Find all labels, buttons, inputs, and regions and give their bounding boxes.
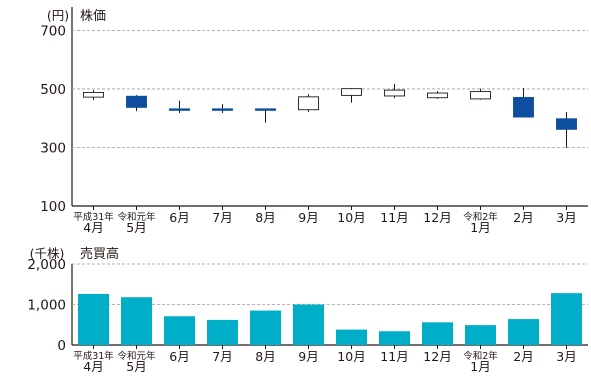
candle-body: [83, 92, 104, 98]
volume-category-label: 8月: [255, 349, 275, 364]
price-category-label: 7月: [212, 210, 232, 225]
candle-body: [212, 108, 233, 111]
candle: [427, 90, 448, 99]
volume-category-label: 10月: [337, 349, 365, 364]
candle: [513, 88, 534, 118]
volume-bar: [121, 297, 152, 345]
price-category-label: 8月: [255, 210, 275, 225]
volume-category-label: 1月: [470, 359, 490, 374]
candle-body: [126, 95, 147, 108]
candle-body: [556, 118, 577, 130]
volume-tick-label: 0: [57, 338, 66, 354]
volume-bar: [293, 304, 324, 345]
candle-body: [427, 92, 448, 99]
candle: [556, 112, 577, 149]
volume-bar: [508, 319, 539, 345]
price-category-label: 1月: [470, 220, 490, 235]
price-category-label: 10月: [337, 210, 365, 225]
price-category-label: 5月: [126, 220, 146, 235]
candle-body: [470, 91, 491, 100]
candle-body: [298, 96, 319, 111]
volume-category-label: 6月: [169, 349, 189, 364]
price-tick-label: 700: [40, 23, 66, 39]
volume-category-label: 2月: [513, 349, 533, 364]
price-tick-label: 500: [40, 82, 66, 98]
volume-bars: [78, 293, 582, 345]
volume-tick-label: 1,000: [27, 298, 66, 314]
price-category-label: 9月: [298, 210, 318, 225]
volume-category-label: 平成31年: [73, 350, 114, 362]
candle-body: [384, 89, 405, 97]
candle-body: [341, 88, 362, 96]
volume-bar: [164, 316, 195, 345]
price-category-label: 3月: [556, 210, 576, 225]
price-chart-title: 株価: [80, 9, 106, 24]
volume-category-label: 12月: [423, 349, 451, 364]
volume-category-label: 7月: [212, 349, 232, 364]
volume-bar: [336, 329, 367, 345]
volume-bar: [551, 293, 582, 345]
volume-category-label: 令和2年: [463, 350, 498, 362]
candle: [384, 83, 405, 99]
volume-grid: [72, 263, 588, 305]
volume-category-label: 令和元年: [117, 350, 156, 362]
candle-body: [255, 108, 276, 111]
candle: [126, 95, 147, 112]
volume-chart-title: 売買高: [80, 246, 119, 262]
candle: [298, 94, 319, 113]
price-category-label: 6月: [169, 210, 189, 225]
candle-body: [513, 96, 534, 118]
volume-category-label: 11月: [380, 349, 408, 364]
candle: [212, 104, 233, 113]
candle: [341, 88, 362, 103]
price-unit-label: (円): [47, 8, 69, 23]
price-category-label: 2月: [513, 210, 533, 225]
volume-unit-label: (千株): [30, 246, 65, 261]
price-category-label: 令和元年: [117, 211, 156, 223]
price-candles: [83, 83, 577, 149]
volume-bar: [207, 319, 238, 345]
candle-body: [169, 108, 190, 111]
volume-y-ticks: 0 1,000 2,000: [27, 257, 66, 354]
volume-category-label: 3月: [556, 349, 576, 364]
price-category-label: 令和2年: [463, 211, 498, 223]
candle: [169, 100, 190, 113]
volume-bar: [422, 322, 453, 345]
price-category-label: 11月: [380, 210, 408, 225]
volume-category-label: 5月: [126, 359, 146, 374]
price-category-label: 12月: [423, 210, 451, 225]
price-y-ticks: 100 300 500 700: [40, 23, 66, 215]
candle: [83, 90, 104, 101]
price-category-label: 平成31年: [73, 211, 114, 223]
volume-bar: [250, 310, 281, 345]
price-grid: [72, 30, 588, 148]
volume-category-label: 9月: [298, 349, 318, 364]
candle: [470, 88, 491, 100]
volume-tick-label: 2,000: [27, 257, 66, 273]
price-category-label: 4月: [83, 220, 103, 235]
price-tick-label: 100: [40, 199, 66, 215]
volume-bar: [465, 325, 496, 345]
volume-category-label: 4月: [83, 359, 103, 374]
candle: [255, 108, 276, 123]
volume-bar: [78, 293, 109, 345]
volume-bar: [379, 331, 410, 345]
price-tick-label: 300: [40, 140, 66, 156]
